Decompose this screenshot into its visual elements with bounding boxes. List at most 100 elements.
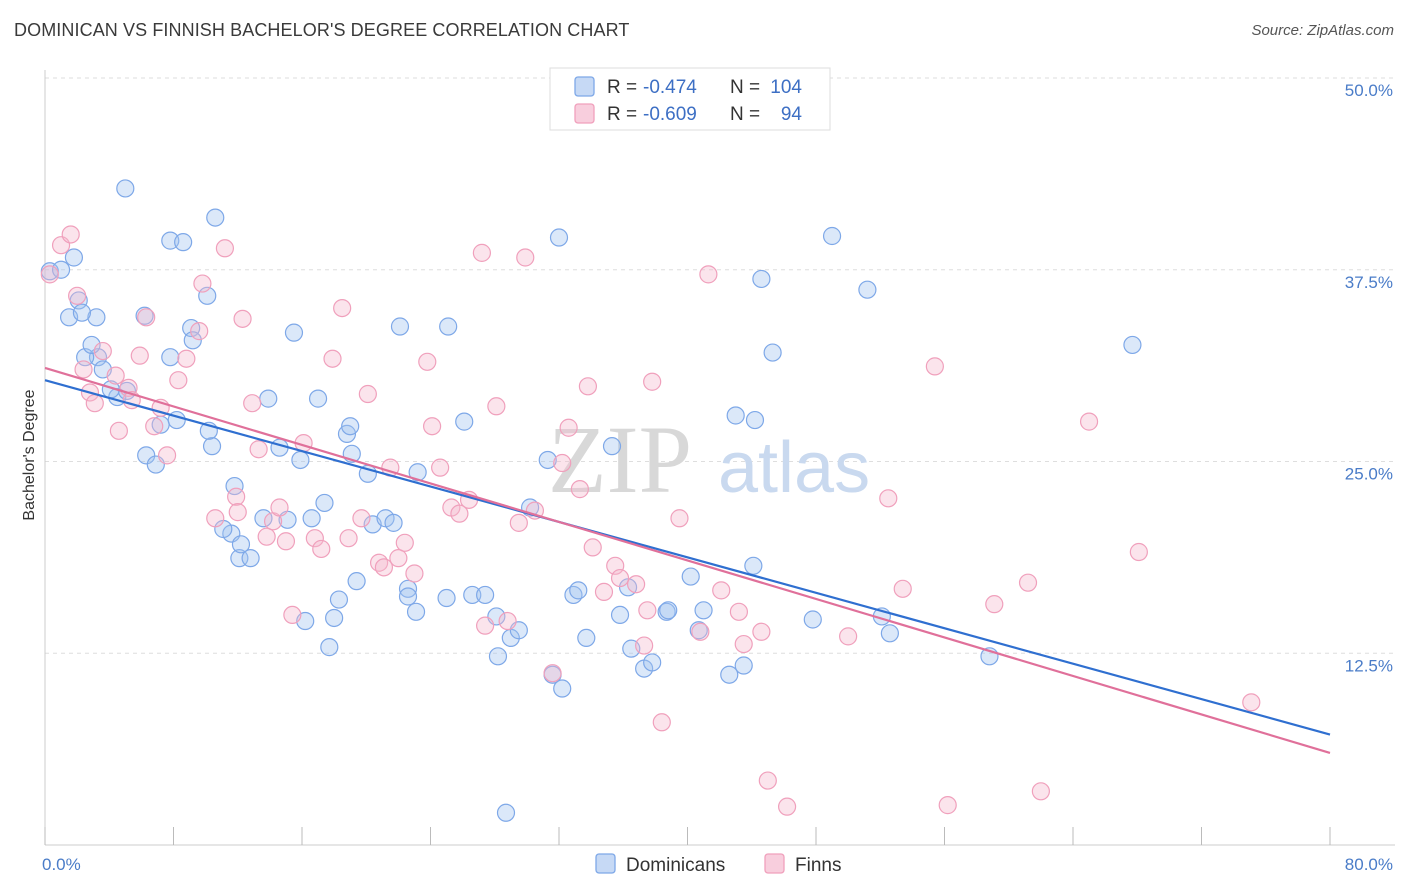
data-point (270, 438, 289, 457)
data-point (431, 458, 450, 477)
legend-r-label-2: R = (607, 104, 637, 125)
data-point (320, 638, 339, 657)
data-point (106, 366, 125, 385)
data-point (681, 567, 700, 586)
data-point (137, 308, 156, 327)
data-point (1031, 782, 1050, 801)
y-tick-label: 25.0% (1345, 465, 1393, 484)
series-finns (40, 225, 1261, 816)
data-point (177, 349, 196, 368)
data-point (543, 664, 562, 683)
data-point (822, 226, 842, 246)
data-point (752, 269, 771, 289)
trend-lines (44, 366, 1331, 755)
data-point (1242, 693, 1261, 712)
data-point (538, 450, 557, 470)
data-point (408, 463, 427, 482)
data-point (398, 587, 418, 606)
data-point (374, 558, 394, 577)
legend-n-label-2: N = (730, 104, 760, 125)
data-point (270, 498, 289, 517)
data-point (347, 572, 366, 591)
data-point (569, 581, 588, 600)
data-point (325, 608, 344, 628)
data-point (577, 628, 596, 648)
data-point (734, 634, 753, 654)
watermark-atlas: atlas (718, 428, 870, 508)
data-point (602, 437, 622, 456)
x-tick-label-min: 0.0% (42, 855, 81, 874)
data-point (249, 440, 268, 459)
data-point (635, 636, 654, 655)
legend-swatch-dominicans (574, 76, 595, 97)
data-point (1123, 335, 1142, 355)
data-point (463, 585, 482, 605)
data-point (610, 568, 630, 588)
data-point (183, 331, 202, 350)
data-point (257, 527, 276, 546)
data-point (190, 322, 209, 341)
data-point (423, 417, 442, 436)
data-point (74, 360, 93, 379)
data-point (305, 529, 324, 548)
data-point (68, 286, 87, 305)
data-point (87, 308, 106, 327)
data-point (553, 453, 572, 473)
stats-legend-box (549, 67, 831, 131)
y-tick-label: 37.5% (1345, 273, 1393, 292)
data-point (763, 343, 782, 362)
data-point (643, 653, 662, 672)
legend-swatch-finns (574, 103, 595, 124)
stats-legend: R = -0.474 N = 104 R = -0.609 N = 94 (549, 67, 831, 131)
data-point (202, 437, 222, 456)
data-point (259, 389, 278, 408)
data-point (516, 248, 535, 267)
data-point (626, 575, 646, 594)
data-point (339, 529, 358, 548)
data-point (161, 348, 180, 367)
data-point (839, 627, 858, 646)
data-point (509, 513, 528, 532)
data-point (549, 228, 569, 247)
data-point (583, 538, 602, 557)
data-point (284, 323, 304, 342)
data-point (752, 622, 771, 641)
data-point (578, 377, 598, 396)
data-point (233, 309, 252, 328)
data-point (312, 539, 331, 559)
axes (44, 70, 1395, 846)
data-point (476, 616, 495, 635)
data-point (243, 394, 262, 413)
y-tick-label: 12.5% (1345, 656, 1393, 675)
data-point (323, 349, 342, 368)
data-point (594, 582, 614, 601)
chart-title: DOMINICAN VS FINNISH BACHELOR'S DEGREE C… (14, 20, 630, 40)
bottom-legend-label-dominicans: Dominicans (626, 855, 725, 876)
data-point (341, 417, 360, 436)
data-point (670, 509, 689, 528)
data-point (51, 260, 71, 279)
legend-n-label-1: N = (730, 77, 760, 98)
data-point (553, 679, 572, 698)
data-point (720, 665, 739, 684)
data-point (1018, 573, 1038, 592)
bottom-legend-swatch-finns (764, 853, 785, 874)
data-point (610, 605, 630, 625)
data-point (699, 265, 718, 284)
data-point (384, 513, 403, 532)
data-point (652, 713, 671, 732)
data-point (455, 412, 474, 431)
y-axis-label: Bachelor's Degree (21, 389, 38, 520)
data-point (193, 274, 212, 293)
data-point (116, 179, 135, 198)
data-point (488, 647, 508, 666)
data-point (231, 535, 251, 554)
data-point (745, 410, 765, 430)
data-point (329, 590, 349, 609)
x-axis-ticks (44, 827, 1331, 845)
data-point (72, 303, 92, 322)
data-point (893, 579, 912, 598)
data-point (405, 564, 424, 583)
data-point (659, 601, 678, 620)
data-point (85, 394, 104, 413)
